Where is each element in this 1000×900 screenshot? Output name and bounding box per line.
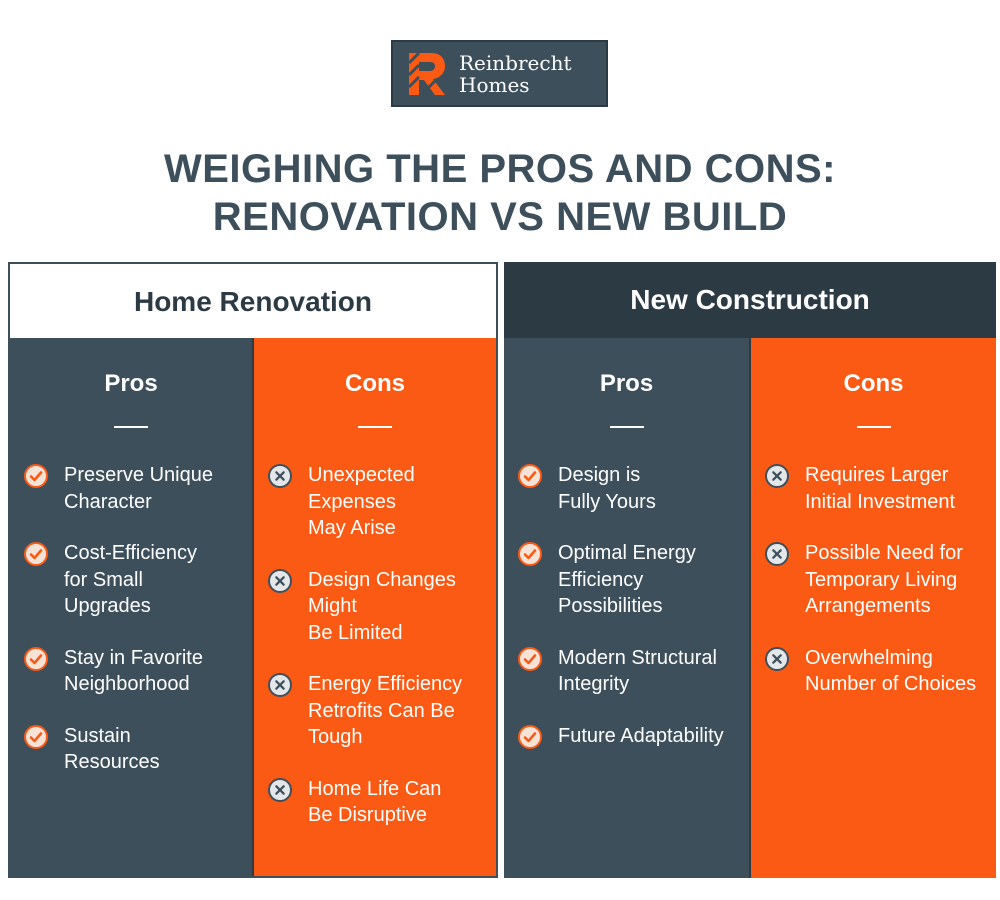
brand-name-line2: Homes (459, 72, 530, 97)
divider (358, 426, 392, 428)
list-item: Design is Fully Yours (518, 462, 743, 515)
list-item: Unexpected Expenses May Arise (268, 462, 490, 542)
check-circle-icon (518, 464, 542, 488)
list-item: Cost-Efficiency for Small Upgrades (24, 540, 246, 620)
x-circle-icon (268, 568, 292, 593)
list-item: Energy Efficiency Retrofits Can Be Tough (268, 671, 490, 751)
list-item-text: Modern Structural Integrity (558, 646, 717, 696)
construction-pros-list: Design is Fully Yours Optimal Energy Effici… (518, 462, 743, 774)
construction-heading: New Construction (504, 262, 996, 338)
x-circle-icon (268, 777, 292, 802)
check-circle-icon (24, 646, 48, 671)
check-circle-icon (518, 724, 542, 749)
brand-name-line1: Reinbrecht (459, 50, 572, 75)
check-circle-icon (518, 646, 542, 671)
list-item-text: Stay in Favorite Neighborhood (64, 646, 203, 696)
check-circle-icon (24, 464, 48, 488)
check-circle-icon (24, 724, 48, 749)
construction-pros-label: Pros (599, 370, 654, 397)
check-circle-icon (518, 542, 542, 566)
renovation-panel: Home Renovation Pros Preserve Unique Char… (8, 262, 498, 878)
list-item: Future Adaptability (518, 723, 743, 750)
x-circle-icon (765, 464, 789, 488)
list-item-text: Possible Need for Temporary Living Arrange… (805, 542, 963, 617)
construction-cons-label: Cons (843, 370, 904, 397)
list-item: Preserve Unique Character (24, 462, 246, 515)
check-circle-icon (24, 542, 48, 566)
x-circle-icon (268, 673, 292, 697)
list-item: Stay in Favorite Neighborhood (24, 645, 246, 698)
list-item-text: Requires Larger Initial Investment (805, 464, 956, 513)
list-item-text: Sustain Resources (64, 724, 160, 774)
list-item: Requires Larger Initial Investment (765, 462, 990, 515)
renovation-pros-list: Preserve Unique Character Cost-Efficiency f… (24, 462, 246, 801)
brand-logo: Reinbrecht Homes (391, 40, 608, 107)
list-item-text: Optimal Energy Efficiency Possibilities (558, 542, 696, 617)
list-item: Sustain Resources (24, 723, 246, 776)
list-item-text: Preserve Unique Character (64, 464, 213, 513)
construction-cons-column: Cons Requires Larger Initial Investment Po… (751, 338, 996, 878)
r-logo-icon (405, 48, 449, 99)
renovation-cons-column: Cons Unexpected Expenses May Arise Design C… (254, 338, 496, 876)
x-circle-icon (765, 542, 789, 566)
list-item-text: Design Changes Might Be Limited (308, 568, 456, 644)
renovation-pros-column: Pros Preserve Unique Character Cost-Effici… (10, 338, 254, 876)
construction-pros-column: Pros Design is Fully Yours Optimal Energy E… (504, 338, 751, 878)
construction-cons-list: Requires Larger Initial Investment Possibl… (765, 462, 990, 723)
renovation-pros-label: Pros (104, 370, 158, 397)
page-title: WEIGHING THE PROS AND CONS: RENOVATION V… (163, 147, 837, 239)
list-item: Possible Need for Temporary Living Arrange… (765, 540, 990, 620)
list-item-text: Overwhelming Number of Choices (805, 646, 977, 696)
x-circle-icon (268, 464, 292, 488)
divider (609, 426, 644, 428)
list-item: Design Changes Might Be Limited (268, 567, 490, 647)
renovation-cons-list: Unexpected Expenses May Arise Design Change… (268, 462, 490, 854)
x-circle-icon (765, 646, 789, 671)
list-item-text: Home Life Can Be Disruptive (308, 777, 442, 827)
list-item: Optimal Energy Efficiency Possibilities (518, 540, 743, 620)
divider (856, 426, 891, 428)
divider (114, 426, 148, 428)
list-item: Overwhelming Number of Choices (765, 645, 990, 698)
list-item-text: Cost-Efficiency for Small Upgrades (64, 542, 198, 617)
renovation-heading: Home Renovation (10, 264, 496, 340)
list-item: Home Life Can Be Disruptive (268, 776, 490, 829)
list-item: Modern Structural Integrity (518, 645, 743, 698)
construction-panel: New Construction Pros Design is Fully You… (504, 262, 996, 878)
renovation-cons-label: Cons (345, 370, 405, 397)
list-item-text: Design is Fully Yours (558, 464, 656, 513)
list-item-text: Future Adaptability (558, 724, 724, 747)
list-item-text: Unexpected Expenses May Arise (308, 464, 415, 539)
list-item-text: Energy Efficiency Retrofits Can Be Tough (308, 673, 463, 748)
